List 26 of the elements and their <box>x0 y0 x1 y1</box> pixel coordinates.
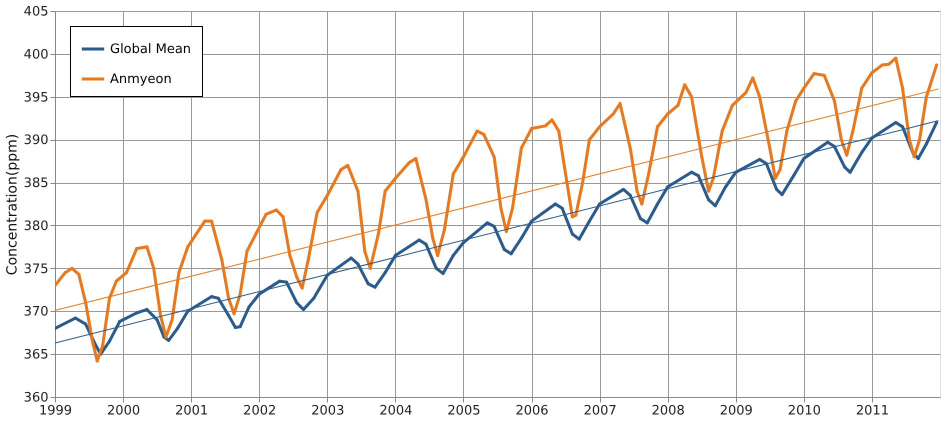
legend-label: Global Mean <box>110 42 192 57</box>
x-tick-label: 2003 <box>311 404 344 418</box>
x-tick-label: 2011 <box>856 404 889 418</box>
x-tick-label: 2007 <box>584 404 617 418</box>
y-tick-label: 375 <box>24 262 48 277</box>
y-tick-label: 370 <box>24 304 48 320</box>
x-tick-label: 2005 <box>447 404 481 418</box>
x-tick-label: 2001 <box>175 404 208 418</box>
x-tick-label: 2004 <box>379 404 412 418</box>
y-tick-label: 390 <box>24 133 48 148</box>
y-tick-label: 380 <box>24 218 48 234</box>
y-tick-label: 400 <box>24 47 48 62</box>
y-tick-label: 365 <box>24 348 48 363</box>
x-tick-label: 2000 <box>107 404 140 418</box>
x-tick-label: 2009 <box>720 404 753 418</box>
x-tick-label: 2008 <box>652 404 685 418</box>
x-tick-label: 2002 <box>243 404 276 418</box>
y-axis-title: Concentration(ppm) <box>4 134 21 276</box>
y-tick-label: 360 <box>24 390 48 406</box>
y-tick-label: 405 <box>24 4 48 20</box>
x-tick-label: 2010 <box>788 404 821 418</box>
y-tick-label: 395 <box>24 90 48 106</box>
legend-label: Anmyeon <box>110 72 172 87</box>
x-tick-label: 2006 <box>515 404 549 418</box>
x-tick-label: 1999 <box>38 404 72 418</box>
y-tick-label: 385 <box>24 176 48 192</box>
